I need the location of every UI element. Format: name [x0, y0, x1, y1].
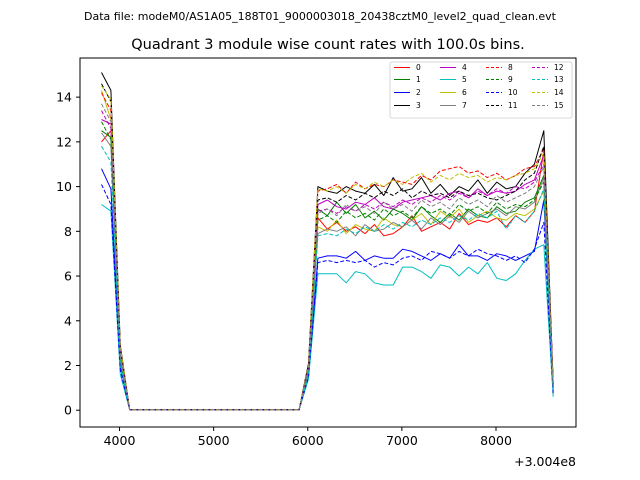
y-tick-label-14: 14: [56, 90, 72, 105]
x-tick-label-4000: 4000: [104, 433, 136, 448]
legend-label-9: 9: [508, 75, 513, 84]
y-tick-label-4: 4: [64, 313, 72, 328]
series-layer: [101, 72, 554, 411]
series-line-9: [101, 121, 554, 411]
y-tick-label-12: 12: [56, 134, 72, 149]
y-tick-label-2: 2: [64, 358, 72, 373]
series-line-13: [101, 146, 554, 411]
series-line-11: [101, 83, 554, 411]
y-tick-label-10: 10: [56, 179, 72, 194]
legend-label-7: 7: [462, 101, 467, 110]
legend-label-13: 13: [554, 75, 564, 84]
y-tick-label-6: 6: [64, 269, 72, 284]
x-tick-label-5000: 5000: [198, 433, 230, 448]
x-tick-label-7000: 7000: [386, 433, 418, 448]
plot-frame: [79, 57, 577, 428]
series-line-8: [101, 92, 554, 411]
legend-label-14: 14: [554, 88, 564, 97]
series-line-7: [101, 132, 554, 411]
legend-label-8: 8: [508, 63, 513, 72]
legend-label-0: 0: [416, 63, 421, 72]
legend-label-2: 2: [416, 88, 421, 97]
legend-label-11: 11: [508, 101, 518, 110]
legend-label-15: 15: [554, 101, 564, 110]
y-tick-label-8: 8: [64, 224, 72, 239]
axes-layer: 4000 5000 6000 7000 8000 0 2 4 6 8 10 12 14: [56, 90, 512, 448]
series-line-12: [101, 110, 554, 411]
series-line-3: [101, 72, 554, 411]
legend-label-12: 12: [554, 63, 564, 72]
x-tick-label-8000: 8000: [480, 433, 512, 448]
file-label: Data file: modeM0/AS1A05_188T01_90000030…: [84, 10, 557, 23]
series-line-15: [101, 103, 554, 411]
legend-box: [389, 61, 573, 119]
legend-label-10: 10: [508, 88, 518, 97]
legend-label-4: 4: [462, 63, 467, 72]
legend-label-6: 6: [462, 88, 467, 97]
series-line-0: [101, 130, 554, 411]
series-line-5: [101, 204, 554, 411]
series-line-6: [101, 90, 554, 411]
series-line-14: [101, 85, 554, 411]
x-tick-label-6000: 6000: [292, 433, 324, 448]
chart-title: Quadrant 3 module wise count rates with …: [131, 37, 525, 53]
x-offset-label: +3.004e8: [514, 454, 576, 469]
series-line-1: [101, 130, 554, 411]
y-tick-label-0: 0: [64, 403, 72, 418]
legend-label-1: 1: [416, 75, 421, 84]
legend-label-5: 5: [462, 75, 467, 84]
legend-label-3: 3: [416, 101, 421, 110]
series-line-10: [101, 184, 554, 411]
